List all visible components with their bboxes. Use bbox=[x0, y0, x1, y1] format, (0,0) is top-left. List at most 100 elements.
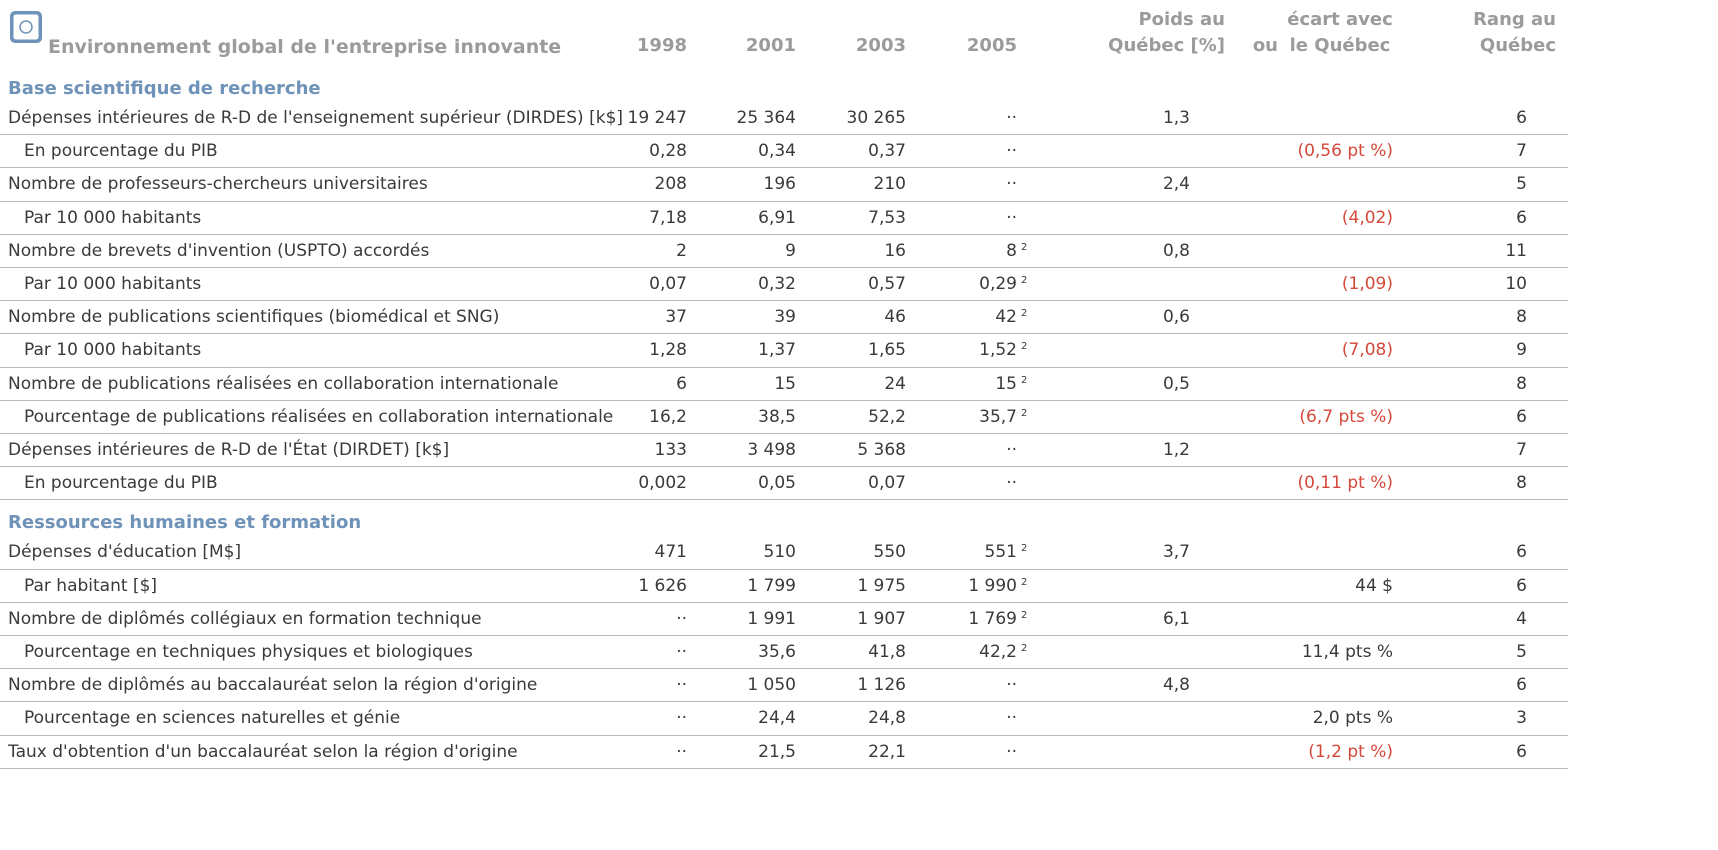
row-label: Pourcentage en sciences naturelles et gé… bbox=[24, 708, 401, 729]
row-label: Nombre de professeurs-chercheurs univers… bbox=[8, 174, 428, 195]
column-header: ou bbox=[1252, 35, 1278, 56]
cell-ecart: 2,0 pts % bbox=[1312, 708, 1393, 729]
cell-value: ·· bbox=[1006, 108, 1017, 128]
row-label: Nombre de publications scientifiques (bi… bbox=[8, 307, 500, 328]
row-rule bbox=[0, 167, 1568, 169]
row-rule bbox=[0, 499, 1568, 501]
cell-value: 510 bbox=[763, 542, 796, 563]
row-rule bbox=[0, 200, 1568, 202]
cell-value: 24 bbox=[884, 373, 906, 394]
row-rule bbox=[0, 433, 1568, 434]
cell-value: 471 bbox=[654, 542, 687, 563]
cell-value: 25 364 bbox=[736, 108, 796, 128]
cell-value: 0,29 bbox=[979, 274, 1017, 294]
cell-poids: 0,8 bbox=[1162, 240, 1190, 261]
cell-value: 0,28 bbox=[649, 141, 687, 162]
cell-value: 16,2 bbox=[649, 406, 687, 427]
cell-value: 0,002 bbox=[638, 473, 687, 494]
cell-value: 3 498 bbox=[747, 440, 796, 460]
cell-value: 7,53 bbox=[868, 207, 906, 228]
footnote-ref: 2 bbox=[1021, 643, 1028, 654]
cell-value: 41,8 bbox=[868, 642, 906, 662]
cell-value: 19 247 bbox=[627, 108, 687, 128]
cell-value: ·· bbox=[1006, 141, 1017, 162]
cell-rang: 7 bbox=[1516, 440, 1527, 460]
row-rule bbox=[0, 134, 1568, 136]
cell-value: 133 bbox=[654, 440, 687, 460]
cell-poids: 0,6 bbox=[1162, 307, 1190, 328]
cell-value: 0,07 bbox=[649, 274, 687, 294]
cell-value: ·· bbox=[676, 608, 687, 629]
cell-value: 1 626 bbox=[638, 575, 687, 596]
cell-value: 1 990 bbox=[968, 575, 1017, 596]
cell-value: ·· bbox=[676, 708, 687, 729]
cell-value: 1 975 bbox=[857, 575, 906, 596]
cell-ecart: (0,56 pt %) bbox=[1297, 141, 1393, 162]
cell-value: 1 769 bbox=[968, 608, 1017, 629]
row-label: Dépenses d'éducation [M$] bbox=[8, 542, 242, 563]
cell-rang: 6 bbox=[1516, 207, 1527, 228]
cell-rang: 6 bbox=[1516, 406, 1527, 427]
footnote-ref: 2 bbox=[1021, 407, 1028, 419]
cell-value: 46 bbox=[884, 307, 906, 328]
row-rule bbox=[0, 300, 1568, 302]
cell-ecart: (0,11 pt %) bbox=[1297, 473, 1393, 494]
row-label: Nombre de diplômés collégiaux en formati… bbox=[8, 608, 482, 629]
cell-value: 7,18 bbox=[649, 207, 687, 228]
cell-value: 0,07 bbox=[868, 473, 906, 494]
cell-poids: 1,3 bbox=[1162, 108, 1190, 128]
cell-value: 0,57 bbox=[868, 274, 906, 294]
cell-rang: 5 bbox=[1516, 642, 1527, 662]
cell-rang: 8 bbox=[1516, 473, 1527, 494]
cell-value: 35,7 bbox=[979, 406, 1017, 427]
cell-value: 2 bbox=[676, 240, 687, 261]
footnote-ref: 2 bbox=[1021, 275, 1028, 286]
cell-value: 1 126 bbox=[857, 675, 906, 696]
cell-value: 0,34 bbox=[758, 141, 796, 162]
cell-ecart: (1,09) bbox=[1341, 274, 1393, 294]
footnote-ref: 2 bbox=[1021, 374, 1028, 386]
cell-rang: 9 bbox=[1516, 340, 1527, 361]
footnote-ref: 2 bbox=[1021, 308, 1028, 320]
cell-rang: 3 bbox=[1516, 708, 1527, 729]
cell-value: 0,37 bbox=[868, 141, 906, 162]
cell-rang: 6 bbox=[1516, 575, 1527, 596]
row-rule bbox=[0, 267, 1568, 268]
cell-poids: 4,8 bbox=[1162, 675, 1190, 696]
row-label: En pourcentage du PIB bbox=[24, 141, 218, 162]
column-header: 2001 bbox=[745, 35, 796, 56]
cell-poids: 2,4 bbox=[1162, 174, 1190, 195]
cell-value: 35,6 bbox=[758, 642, 796, 662]
cell-rang: 6 bbox=[1516, 675, 1527, 696]
cell-value: 210 bbox=[873, 174, 906, 195]
cell-value: ·· bbox=[1006, 440, 1017, 460]
row-rule bbox=[0, 568, 1568, 570]
cell-value: 1 907 bbox=[857, 608, 906, 629]
cell-value: 551 bbox=[984, 542, 1017, 563]
row-rule bbox=[0, 399, 1568, 401]
cell-value: ·· bbox=[1006, 741, 1017, 762]
cell-poids: 0,5 bbox=[1162, 373, 1190, 394]
cell-poids: 6,1 bbox=[1162, 608, 1190, 629]
row-rule bbox=[0, 734, 1568, 736]
cell-rang: 8 bbox=[1516, 307, 1527, 328]
cell-value: 1 991 bbox=[747, 608, 796, 629]
row-label: Pourcentage en techniques physiques et b… bbox=[24, 642, 473, 662]
cell-value: ·· bbox=[676, 642, 687, 662]
cell-value: ·· bbox=[676, 675, 687, 696]
cell-value: ·· bbox=[1006, 675, 1017, 696]
cell-ecart: 44 $ bbox=[1355, 575, 1393, 596]
section-title: Ressources humaines et formation bbox=[8, 512, 362, 534]
cell-value: 16 bbox=[884, 240, 906, 261]
row-label: Nombre de publications réalisées en coll… bbox=[8, 373, 559, 394]
footnote-ref: 2 bbox=[1021, 609, 1028, 621]
cell-value: 15 bbox=[995, 373, 1017, 394]
row-label: Par habitant [$] bbox=[24, 575, 158, 596]
cell-value: 1 050 bbox=[747, 675, 796, 696]
cell-value: 15 bbox=[774, 373, 796, 394]
cell-value: 1,65 bbox=[868, 340, 906, 361]
row-label: Nombre de brevets d'invention (USPTO) ac… bbox=[8, 240, 430, 261]
column-header: Poids au Québec [%] bbox=[1108, 9, 1225, 56]
cell-ecart: (7,08) bbox=[1341, 340, 1393, 361]
cell-value: 52,2 bbox=[868, 406, 906, 427]
